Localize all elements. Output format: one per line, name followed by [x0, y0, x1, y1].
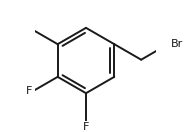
Text: F: F [26, 86, 32, 96]
Text: Br: Br [170, 39, 183, 49]
Text: F: F [83, 122, 89, 132]
